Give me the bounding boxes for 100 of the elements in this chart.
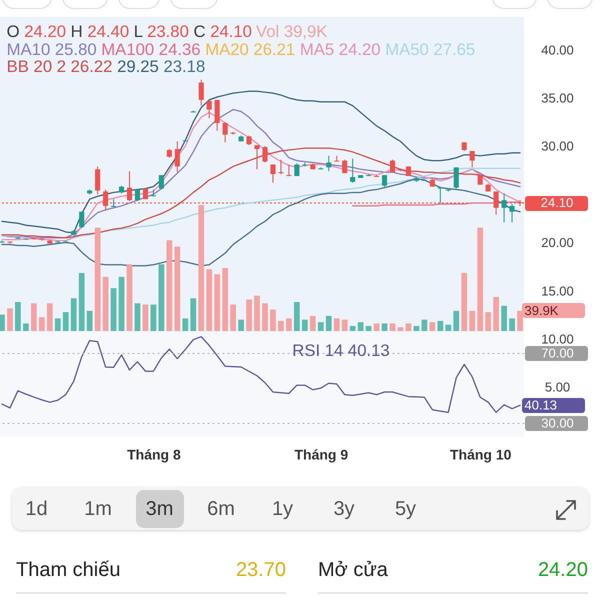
bar bbox=[500, 306, 507, 331]
x-tick-label: Tháng 10 bbox=[450, 446, 512, 462]
bar bbox=[365, 326, 372, 331]
bar bbox=[126, 264, 132, 331]
line-series bbox=[1, 147, 520, 238]
bar bbox=[54, 318, 60, 331]
bar bbox=[246, 300, 252, 331]
bar bbox=[230, 304, 236, 331]
text: 1y bbox=[272, 498, 294, 520]
y-tick-label: 30.00 bbox=[540, 416, 574, 430]
bar bbox=[214, 274, 220, 331]
bar bbox=[238, 320, 244, 331]
bar bbox=[174, 246, 180, 331]
candlestick bbox=[342, 159, 347, 174]
bar bbox=[182, 318, 188, 331]
bar bbox=[150, 304, 156, 331]
data-label: 40.13 bbox=[524, 397, 557, 412]
bar bbox=[70, 298, 76, 331]
text: MA100 24.36 bbox=[101, 40, 201, 58]
candlestick bbox=[206, 100, 212, 119]
bar bbox=[381, 323, 388, 331]
text: 23.70 bbox=[236, 558, 286, 582]
candlestick bbox=[350, 158, 355, 184]
y-tick-label: 30.00 bbox=[540, 138, 574, 154]
annotation: C 24.10 bbox=[194, 22, 252, 41]
y-tick-label: 35.00 bbox=[540, 90, 574, 106]
text: 1d bbox=[25, 498, 48, 520]
candlestick bbox=[453, 166, 459, 190]
bar bbox=[142, 304, 148, 331]
bar bbox=[158, 264, 164, 331]
text: MA5 24.20 bbox=[300, 40, 381, 58]
bar bbox=[110, 288, 116, 331]
text: 3m bbox=[146, 498, 174, 520]
bar bbox=[262, 303, 268, 331]
candlestick bbox=[214, 99, 220, 132]
bar bbox=[94, 228, 100, 331]
bar bbox=[30, 303, 36, 331]
candlestick bbox=[198, 79, 204, 106]
candlestick bbox=[78, 211, 84, 229]
text: 39.9K bbox=[524, 302, 558, 318]
bar bbox=[421, 320, 427, 331]
text: Vol 39,9K bbox=[256, 22, 328, 41]
bar bbox=[270, 310, 276, 331]
candlestick bbox=[278, 159, 284, 175]
candlestick bbox=[270, 164, 276, 184]
bar bbox=[286, 318, 292, 331]
candlestick bbox=[246, 135, 252, 146]
x-tick-label: Tháng 9 bbox=[294, 446, 348, 462]
line-series bbox=[1, 336, 520, 413]
y-tick-label: 10.00 bbox=[540, 331, 574, 346]
candlestick bbox=[134, 189, 140, 202]
bar bbox=[310, 316, 316, 331]
bar bbox=[78, 273, 84, 331]
bar bbox=[453, 310, 459, 331]
bar bbox=[278, 320, 284, 331]
bar bbox=[429, 322, 435, 331]
bar bbox=[373, 323, 380, 331]
candlestick bbox=[509, 204, 514, 223]
candlestick bbox=[94, 166, 100, 195]
bar bbox=[477, 228, 483, 331]
bar bbox=[22, 323, 28, 331]
bar bbox=[166, 240, 172, 331]
text: Tham chiếu bbox=[16, 558, 120, 582]
series-label: RSI 14 40.13 bbox=[292, 341, 390, 360]
bar bbox=[445, 324, 451, 331]
text: 24.10 bbox=[540, 195, 573, 210]
candlestick bbox=[254, 144, 260, 170]
bar bbox=[198, 205, 204, 331]
bar bbox=[302, 320, 308, 331]
y-tick-label: 40.00 bbox=[540, 42, 574, 58]
bar bbox=[0, 314, 5, 331]
y-tick-label: 20.00 bbox=[540, 235, 574, 250]
bar bbox=[46, 303, 52, 331]
candlestick bbox=[158, 174, 164, 190]
candlestick bbox=[110, 198, 116, 208]
line-series bbox=[1, 168, 520, 238]
bar bbox=[62, 312, 68, 331]
annotation: O 24.20 bbox=[6, 22, 66, 41]
bar bbox=[222, 268, 228, 331]
text: 3y bbox=[333, 498, 355, 520]
bar bbox=[334, 318, 340, 331]
bar bbox=[349, 326, 356, 331]
bar bbox=[405, 323, 412, 331]
y-tick-label: 70.00 bbox=[540, 346, 574, 360]
candlestick bbox=[222, 122, 228, 143]
bar bbox=[14, 302, 20, 331]
bar bbox=[508, 318, 515, 331]
candlestick bbox=[501, 192, 506, 223]
legend-label: MA20 26.21 bbox=[205, 40, 296, 58]
annotation: H 24.40 bbox=[70, 22, 130, 41]
bar bbox=[516, 310, 523, 331]
text: 1m bbox=[84, 498, 112, 520]
annotation: L 23.80 bbox=[134, 22, 189, 41]
bar bbox=[357, 322, 364, 331]
bar bbox=[254, 296, 260, 331]
text: Mở cửa bbox=[318, 558, 388, 582]
bar bbox=[102, 276, 108, 331]
bar bbox=[461, 273, 467, 331]
y-tick-label: 15.00 bbox=[540, 283, 574, 298]
candlestick bbox=[126, 170, 132, 202]
